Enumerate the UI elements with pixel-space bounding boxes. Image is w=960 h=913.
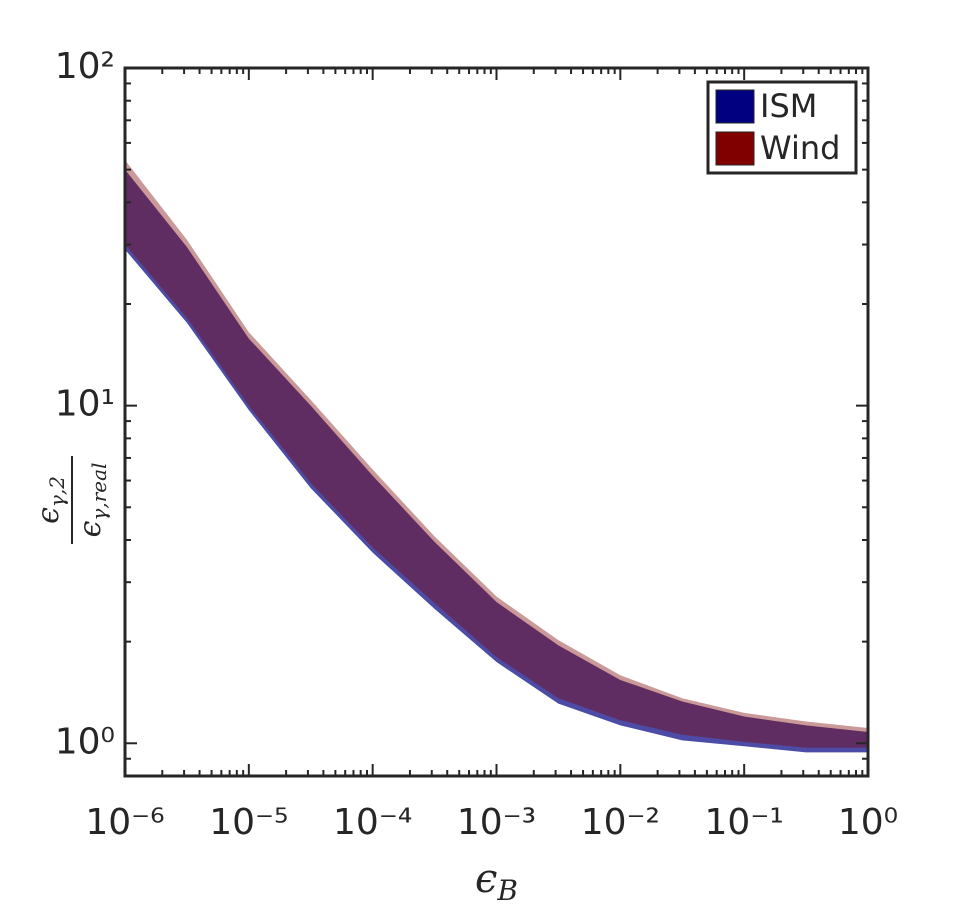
x-tick-label: 10⁻² [581,802,660,843]
x-tick-label: 10⁻⁶ [85,802,164,843]
y-den-subscript: γ,real [87,463,111,521]
y-axis-label: ϵγ,2ϵγ,real [31,456,111,544]
y-num-subscript: γ,2 [45,476,69,507]
legend-swatch [715,131,755,166]
y-tick-label: 10⁰ [55,721,115,762]
band [125,159,868,748]
legend-label: ISM [760,87,817,125]
legend-label: Wind [760,129,840,167]
x-label-subscript: B [496,874,518,907]
y-label-numerator: ϵγ,2 [31,476,69,524]
x-tick-label: 10⁻³ [457,802,536,843]
y-label-denominator: ϵγ,real [73,463,111,538]
y-tick-label: 10² [55,46,115,87]
x-tick-label: 10⁻⁵ [209,802,288,843]
y-den-symbol: ϵ [73,520,108,537]
y-num-symbol: ϵ [31,507,66,524]
x-tick-label: 10⁻¹ [705,802,784,843]
legend-swatch [715,89,755,124]
x-axis-label: ϵB [475,856,518,907]
x-tick-label: 10⁻⁴ [333,802,412,843]
x-label-symbol: ϵ [475,856,497,902]
y-tick-label: 10¹ [55,384,115,425]
x-tick-label: 10⁰ [838,802,898,843]
band [125,169,868,753]
